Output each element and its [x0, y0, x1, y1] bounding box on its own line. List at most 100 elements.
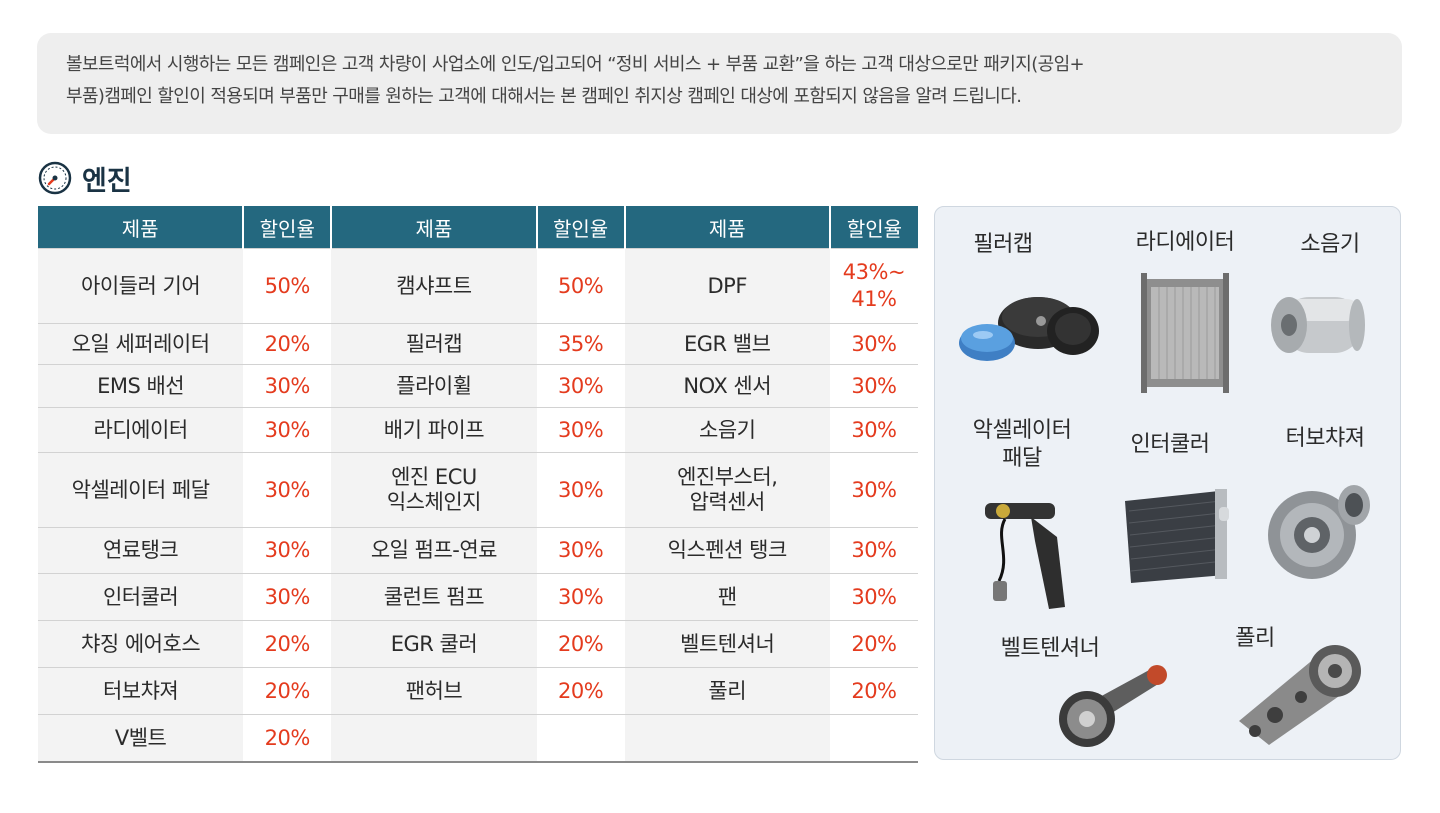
column-header-rate: 할인율 — [242, 206, 332, 249]
table-row: 챠징 에어호스 20% EGR 쿨러 20% 벨트텐셔너 20% — [38, 620, 918, 668]
product-name-cell: 엔진부스터, 압력센서 — [624, 452, 830, 528]
column-header-product: 제품 — [330, 206, 537, 249]
discount-rate-cell: 20% — [536, 667, 625, 715]
discount-rate-cell: 30% — [829, 527, 918, 574]
table-row: 라디에이터 30% 배기 파이프 30% 소음기 30% — [38, 407, 918, 453]
product-name-cell: 캠샤프트 — [331, 248, 537, 324]
product-name-cell: V벨트 — [38, 714, 244, 762]
product-name-cell: 연료탱크 — [38, 527, 244, 574]
product-name-cell: 챠징 에어호스 — [38, 620, 244, 668]
table-row: 인터쿨러 30% 쿨런트 펌프 30% 팬 30% — [38, 573, 918, 621]
gallery-label-turbocharger: 터보챠져 — [1285, 426, 1365, 451]
discount-rate-cell: 30% — [829, 323, 918, 365]
discount-rate-cell: 50% — [243, 248, 332, 324]
product-name-cell: 배기 파이프 — [331, 407, 537, 453]
discount-rate-cell: 30% — [536, 573, 625, 621]
discount-rate-cell: 50% — [536, 248, 625, 324]
table-row: 아이들러 기어 50% 캠샤프트 50% DPF 43%~ 41% — [38, 248, 918, 324]
discount-rate-cell: 30% — [536, 452, 625, 528]
page-title: 엔진 — [82, 165, 132, 197]
table-row: EMS 배선 30% 플라이휠 30% NOX 센서 30% — [38, 364, 918, 408]
discount-rate-cell: 30% — [243, 364, 332, 408]
discount-rate-cell — [536, 714, 625, 762]
table-row: 터보챠져 20% 팬허브 20% 풀리 20% — [38, 667, 918, 715]
turbocharger-image — [1268, 485, 1370, 579]
discount-rate-cell: 30% — [243, 527, 332, 574]
product-name-cell: 벨트텐셔너 — [624, 620, 830, 668]
table-row: 오일 세퍼레이터 20% 필러캡 35% EGR 밸브 30% — [38, 323, 918, 365]
discount-rate-cell: 20% — [243, 620, 332, 668]
table-row: V벨트 20% — [38, 714, 918, 762]
product-name-cell: 악셀레이터 페달 — [38, 452, 244, 528]
gallery-label-belt-tensioner: 벨트텐셔너 — [1000, 636, 1100, 661]
gauge-icon — [38, 161, 72, 195]
gallery-label-accelerator-pedal: 악셀레이터 패달 — [972, 418, 1072, 471]
discount-rate-cell: 30% — [829, 573, 918, 621]
muffler-image — [1271, 297, 1365, 353]
discount-rate-cell: 30% — [536, 364, 625, 408]
product-name-cell: EMS 배선 — [38, 364, 244, 408]
product-name-cell: 풀리 — [624, 667, 830, 715]
discount-rate-cell: 30% — [243, 407, 332, 453]
discount-rate-cell: 20% — [243, 714, 332, 762]
product-name-cell: 오일 세퍼레이터 — [38, 323, 244, 365]
product-name-cell: EGR 쿨러 — [331, 620, 537, 668]
discount-rate-cell: 30% — [536, 407, 625, 453]
discount-rate-cell: 30% — [829, 364, 918, 408]
discount-rate-cell: 20% — [243, 323, 332, 365]
product-name-cell — [624, 714, 830, 762]
notice-line-2: 부품)캠페인 할인이 적용되며 부품만 구매를 원하는 고객에 대해서는 본 캠… — [66, 86, 1022, 107]
discount-rate-cell: 30% — [829, 452, 918, 528]
product-name-cell: 인터쿨러 — [38, 573, 244, 621]
column-header-rate: 할인율 — [535, 206, 625, 249]
product-name-cell: 플라이휠 — [331, 364, 537, 408]
discount-rate-cell: 20% — [829, 667, 918, 715]
table-row: 악셀레이터 페달 30% 엔진 ECU 익스체인지 30% 엔진부스터, 압력센서 30% — [38, 452, 918, 528]
gallery-label-pulley: 폴리 — [1235, 626, 1275, 651]
column-header-product: 제품 — [623, 206, 830, 249]
product-name-cell: 아이들러 기어 — [38, 248, 244, 324]
discount-rate-cell: 30% — [536, 527, 625, 574]
table-header-row: 제품 할인율 제품 할인율 제품 할인율 — [38, 206, 918, 249]
notice-line-1: 볼보트럭에서 시행하는 모든 캠페인은 고객 차량이 사업소에 인도/입고되어 … — [66, 54, 1085, 75]
gallery-label-filler-cap: 필러캡 — [973, 232, 1033, 257]
product-name-cell: EGR 밸브 — [624, 323, 830, 365]
belt-tensioner-image — [1059, 665, 1167, 747]
product-name-cell: 팬허브 — [331, 667, 537, 715]
product-name-cell: 라디에이터 — [38, 407, 244, 453]
product-name-cell: DPF — [624, 248, 830, 324]
product-name-cell: 쿨런트 펌프 — [331, 573, 537, 621]
discount-rate-cell: 30% — [829, 407, 918, 453]
product-name-cell — [331, 714, 537, 762]
table-row: 연료탱크 30% 오일 펌프-연료 30% 익스펜션 탱크 30% — [38, 527, 918, 574]
product-name-cell: NOX 센서 — [624, 364, 830, 408]
filler-cap-image — [959, 297, 1099, 361]
product-name-cell: 터보챠져 — [38, 667, 244, 715]
discount-rate-cell: 20% — [829, 620, 918, 668]
product-name-cell: 소음기 — [624, 407, 830, 453]
product-name-cell: 익스펜션 탱크 — [624, 527, 830, 574]
accelerator-pedal-image — [985, 503, 1065, 609]
discount-table: 제품 할인율 제품 할인율 제품 할인율 아이들러 기어 50% 캠샤프트 50% DP… — [38, 206, 918, 763]
column-header-product: 제품 — [38, 206, 244, 249]
discount-rate-cell — [829, 714, 918, 762]
discount-rate-cell: 43%~ 41% — [829, 248, 918, 324]
gallery-label-intercooler: 인터쿨러 — [1130, 432, 1210, 457]
discount-rate-cell: 35% — [536, 323, 625, 365]
intercooler-image — [1125, 489, 1229, 583]
pulley-image — [1239, 645, 1361, 745]
discount-rate-cell: 30% — [243, 573, 332, 621]
radiator-image — [1141, 273, 1229, 393]
discount-rate-cell: 20% — [536, 620, 625, 668]
gallery-label-muffler: 소음기 — [1300, 232, 1360, 257]
campaign-notice: 볼보트럭에서 시행하는 모든 캠페인은 고객 차량이 사업소에 인도/입고되어 … — [37, 33, 1402, 134]
parts-gallery: 필러캡 라디에이터 소음기 악셀레이터 패달 인터쿨러 터보챠져 벨트텐셔너 폴… — [934, 206, 1401, 760]
product-name-cell: 오일 펌프-연료 — [331, 527, 537, 574]
gallery-label-radiator: 라디에이터 — [1135, 230, 1235, 255]
discount-rate-cell: 30% — [243, 452, 332, 528]
section-heading: 엔진 — [38, 158, 132, 198]
product-name-cell: 팬 — [624, 573, 830, 621]
column-header-rate: 할인율 — [828, 206, 918, 249]
product-name-cell: 엔진 ECU 익스체인지 — [331, 452, 537, 528]
discount-rate-cell: 20% — [243, 667, 332, 715]
